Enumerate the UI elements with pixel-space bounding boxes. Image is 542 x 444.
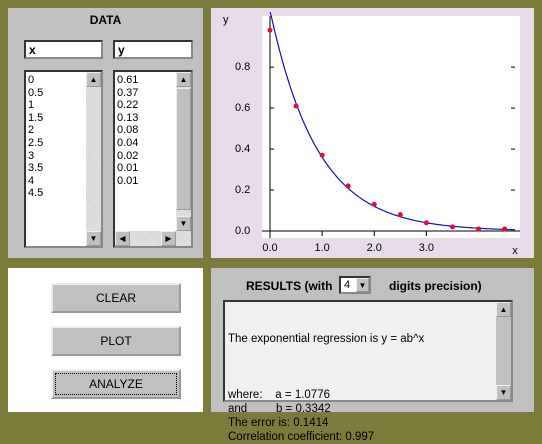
- results-title-end: digits precision): [389, 279, 482, 293]
- list-item[interactable]: 0.02: [117, 149, 139, 162]
- app: DATA x y ▲ ▼ 0 0.5 1 1.5 2 2.5 3 3.5 4 4.5 ▲ ▼ ◀ ▶ 0…: [8, 8, 534, 443]
- x-header[interactable]: x: [24, 40, 103, 59]
- y-tick-label: 0.0: [235, 225, 250, 237]
- result-label: and b =: [228, 403, 293, 415]
- list-item[interactable]: 4.5: [28, 187, 44, 200]
- fit-curve: [269, 11, 516, 231]
- button[interactable]: ANALYZE: [51, 369, 181, 399]
- scrollbar[interactable]: ▲ ▼: [86, 72, 101, 246]
- point: [293, 103, 299, 109]
- x-tick-label: 1.0: [314, 242, 329, 254]
- point: [502, 226, 508, 232]
- result-line: Correlation coefficient: 0.997: [228, 430, 508, 444]
- result-value: 0.997: [345, 431, 375, 443]
- list-item[interactable]: 0.13: [117, 111, 139, 124]
- list-item[interactable]: 0.37: [117, 86, 139, 99]
- result-value: 0.1414: [293, 417, 329, 429]
- point: [345, 183, 351, 189]
- point: [319, 152, 325, 158]
- results-panel: RESULTS (with 4 ▼ digits precision) The e…: [211, 268, 534, 443]
- scrollbar[interactable]: ▲ ▼: [176, 72, 191, 246]
- button-panel: CLEAR PLOT ANALYZE: [8, 268, 203, 412]
- plot-area: [262, 16, 520, 238]
- y-tick-label: 0.6: [235, 102, 250, 114]
- y-axis-label: y: [223, 14, 229, 26]
- point: [397, 212, 403, 218]
- list-item[interactable]: 1: [28, 99, 35, 112]
- point: [267, 27, 273, 33]
- x-tick-label: 3.0: [419, 242, 434, 254]
- list-item[interactable]: 0.5: [28, 86, 44, 99]
- result-label: where: a =: [228, 389, 292, 401]
- y-tick-label: 0.8: [235, 61, 250, 73]
- point: [371, 201, 377, 207]
- y-tick-label: 0.2: [235, 184, 250, 196]
- results-text[interactable]: The exponential regression is y = ab^x ▲…: [223, 300, 513, 443]
- result-value: 0.3342: [295, 403, 331, 415]
- list-item[interactable]: 0.22: [117, 99, 139, 112]
- list-item[interactable]: 3: [28, 149, 35, 162]
- data-title: DATA: [89, 13, 122, 27]
- list-item[interactable]: 2.5: [28, 136, 44, 149]
- list-item[interactable]: 0: [28, 74, 35, 86]
- precision-value: 4: [344, 279, 351, 291]
- y-list[interactable]: ▲ ▼ ◀ ▶ 0.61 0.37 0.22 0.13 0.08 0.04 0.02 0.01 0.…: [113, 70, 193, 248]
- chart: 0.0 0.2 0.4 0.6 0.8 0.0 1.0 2.0 3.0 y x: [223, 11, 520, 257]
- list-item[interactable]: 1.5: [28, 111, 44, 124]
- result-line: and b = 0.3342: [228, 402, 508, 416]
- scrollbar[interactable]: ◀ ▶: [115, 231, 176, 246]
- x-list[interactable]: ▲ ▼ 0 0.5 1 1.5 2 2.5 3 3.5 4 4.5: [24, 70, 103, 248]
- scrollbar[interactable]: ▲ ▼: [496, 302, 511, 400]
- list-item[interactable]: 3.5: [28, 162, 44, 175]
- point: [449, 224, 455, 230]
- point: [423, 220, 429, 226]
- result-label: The error is:: [228, 417, 290, 429]
- chart-panel: 0.0 0.2 0.4 0.6 0.8 0.0 1.0 2.0 3.0 y x: [211, 8, 534, 258]
- list-item[interactable]: 0.61: [117, 74, 139, 86]
- result-line: where: a = 1.0776: [228, 388, 508, 402]
- result-line: The error is: 0.1414: [228, 416, 508, 430]
- list-item[interactable]: 0.01: [117, 162, 139, 175]
- x-axis-label: x: [512, 245, 518, 257]
- list-item[interactable]: 0.08: [117, 124, 139, 137]
- list-item[interactable]: 2: [28, 124, 35, 137]
- y-header[interactable]: y: [113, 40, 193, 59]
- y-tick-label: 0.4: [235, 143, 250, 155]
- x-tick-label: 0.0: [262, 242, 277, 254]
- point: [476, 226, 482, 232]
- button[interactable]: CLEAR: [51, 283, 181, 313]
- results-title: RESULTS (with: [246, 279, 333, 293]
- list-item[interactable]: 0.01: [117, 174, 139, 187]
- result-label: Correlation coefficient:: [228, 431, 343, 443]
- results-intro: The exponential regression is y = ab^x: [228, 333, 425, 345]
- button[interactable]: PLOT: [51, 326, 181, 356]
- result-value: 1.0776: [294, 389, 330, 401]
- data-panel: DATA x y ▲ ▼ 0 0.5 1 1.5 2 2.5 3 3.5 4 4.5 ▲ ▼ ◀ ▶ 0…: [8, 8, 203, 258]
- list-item[interactable]: 4: [28, 174, 35, 187]
- x-tick-label: 2.0: [367, 242, 382, 254]
- list-item[interactable]: 0.04: [117, 136, 139, 149]
- precision-select[interactable]: 4 ▼: [339, 276, 371, 294]
